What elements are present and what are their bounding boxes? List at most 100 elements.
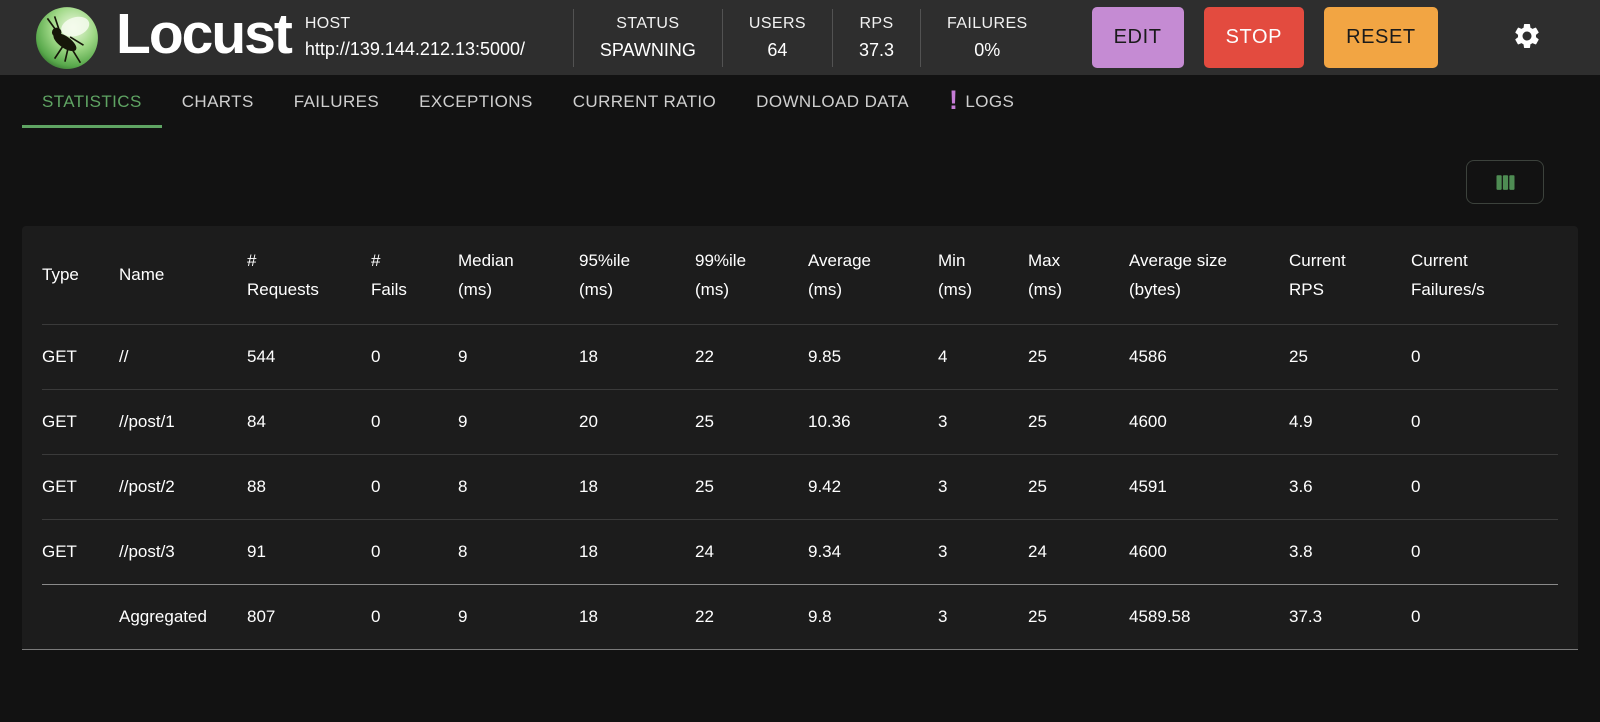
- aggregated-row: Aggregated 807 0 9 18 22 9.8 3 25 4589.58 37.3 0: [42, 583, 1558, 649]
- tab-bar: STATISTICS CHARTS FAILURES EXCEPTIONS CURREN…: [0, 78, 1600, 128]
- table-toolbar: [0, 160, 1600, 204]
- tab-label: FAILURES: [293, 91, 380, 111]
- table-cell: 37.3: [1289, 583, 1411, 649]
- locust-logo-icon: [34, 5, 100, 71]
- table-cell: 8: [458, 518, 579, 584]
- table-cell: 0: [1411, 453, 1558, 519]
- table-cell: 24: [695, 518, 808, 584]
- tab-current-ratio[interactable]: CURRENT RATIO: [553, 78, 736, 128]
- column-header[interactable]: Type: [42, 226, 119, 324]
- column-selector-button[interactable]: [1466, 160, 1544, 204]
- table-row: GET//544 0 9 18 22 9.85 4 25 4586 25 0: [42, 323, 1558, 389]
- rps-value: 37.3: [858, 39, 895, 60]
- settings-button[interactable]: [1510, 21, 1544, 55]
- column-header[interactable]: Current RPS: [1289, 226, 1411, 324]
- table-cell: 807: [247, 583, 371, 649]
- column-header-line1: Max: [1028, 250, 1061, 270]
- statistics-table: Type Name # Requests # Fails Median (ms) 95%ile (…: [42, 226, 1558, 649]
- table-cell: GET: [42, 453, 119, 519]
- column-header-line2: (ms): [1028, 279, 1062, 299]
- failures-value: 0%: [974, 39, 1001, 60]
- app-title: Locust: [116, 2, 293, 66]
- tab-statistics[interactable]: STATISTICS: [22, 78, 162, 128]
- column-header-line1: #: [371, 250, 381, 270]
- table-cell: 4589.58: [1129, 583, 1289, 649]
- logs-notification-icon: !: [949, 85, 959, 115]
- host-block: HOST http://139.144.212.13:5000/: [305, 15, 555, 60]
- column-header[interactable]: # Fails: [371, 226, 458, 324]
- table-cell: 9: [458, 583, 579, 649]
- table-cell: 25: [1028, 583, 1129, 649]
- tab-charts[interactable]: CHARTS: [162, 78, 274, 128]
- column-header-line2: (bytes): [1129, 279, 1181, 299]
- table-cell: //: [119, 323, 247, 389]
- table-cell: 18: [579, 323, 695, 389]
- column-header-line1: Average: [808, 250, 872, 270]
- column-header[interactable]: Max (ms): [1028, 226, 1129, 324]
- column-header[interactable]: Average size (bytes): [1129, 226, 1289, 324]
- column-header-line2: RPS: [1289, 279, 1324, 299]
- column-header-line2: Failures/s: [1411, 279, 1485, 299]
- table-cell: 20: [579, 388, 695, 454]
- column-header-line1: #: [247, 250, 257, 270]
- column-header-line2: (ms): [695, 279, 729, 299]
- column-header[interactable]: 95%ile (ms): [579, 226, 695, 324]
- tab-logs[interactable]: ! LOGS: [929, 78, 1034, 128]
- status-label: STATUS: [616, 14, 680, 32]
- rps-block: RPS 37.3: [833, 15, 920, 61]
- table-cell: 0: [371, 323, 458, 389]
- table-cell: GET: [42, 323, 119, 389]
- table-cell: 25: [1028, 323, 1129, 389]
- app-header: Locust HOST http://139.144.212.13:5000/ …: [0, 0, 1600, 75]
- column-header[interactable]: 99%ile (ms): [695, 226, 808, 324]
- edit-button[interactable]: EDIT: [1091, 7, 1184, 68]
- column-header-line2: Requests: [247, 279, 319, 299]
- host-url: http://139.144.212.13:5000/: [304, 39, 526, 59]
- table-cell: 25: [695, 453, 808, 519]
- tab-exceptions[interactable]: EXCEPTIONS: [399, 78, 553, 128]
- column-header-line1: Current: [1411, 250, 1468, 270]
- column-header[interactable]: Average (ms): [808, 226, 938, 324]
- table-cell: 4600: [1129, 518, 1289, 584]
- column-header-line1: Median: [458, 250, 514, 270]
- table-cell: //post/1: [119, 388, 247, 454]
- column-header[interactable]: Name: [119, 226, 247, 324]
- column-header[interactable]: # Requests: [247, 226, 371, 324]
- column-header-line2: (ms): [458, 279, 492, 299]
- tab-label: LOGS: [965, 91, 1015, 111]
- table-cell: 9: [458, 388, 579, 454]
- table-cell: 18: [579, 518, 695, 584]
- table-body: GET//544 0 9 18 22 9.85 4 25 4586 25 0 GET//post/1 8…: [42, 323, 1558, 649]
- table-cell: 88: [247, 453, 371, 519]
- table-cell: 84: [247, 388, 371, 454]
- failures-label: FAILURES: [947, 14, 1028, 32]
- users-label: USERS: [748, 14, 806, 32]
- column-header-line2: (ms): [938, 279, 972, 299]
- table-row: GET//post/2 88 0 8 18 25 9.42 3 25 4591 3.6 0: [42, 453, 1558, 519]
- table-cell: 0: [371, 583, 458, 649]
- table-header: Type Name # Requests # Fails Median (ms) 95%ile (…: [42, 226, 1558, 324]
- table-cell: 0: [371, 388, 458, 454]
- column-header-line1: Min: [938, 250, 966, 270]
- column-header-line2: (ms): [579, 279, 613, 299]
- tab-failures[interactable]: FAILURES: [274, 78, 399, 128]
- table-cell: 4586: [1129, 323, 1289, 389]
- table-cell: 0: [1411, 323, 1558, 389]
- table-cell: 4.9: [1289, 388, 1411, 454]
- column-header[interactable]: Min (ms): [938, 226, 1028, 324]
- tab-label: CHARTS: [181, 91, 254, 111]
- tab-download-data[interactable]: DOWNLOAD DATA: [736, 78, 929, 128]
- table-cell: GET: [42, 518, 119, 584]
- table-cell: //post/3: [119, 518, 247, 584]
- stop-button[interactable]: STOP: [1203, 7, 1305, 68]
- table-cell: 18: [579, 583, 695, 649]
- table-row: GET//post/1 84 0 9 20 25 10.36 3 25 4600 4.9 0: [42, 388, 1558, 454]
- table-cell: [42, 583, 119, 649]
- table-cell: 8: [458, 453, 579, 519]
- header-actions: EDIT STOP RESET: [1091, 7, 1438, 68]
- column-header[interactable]: Current Failures/s: [1411, 226, 1558, 324]
- reset-button[interactable]: RESET: [1324, 7, 1438, 68]
- column-header-line1: Average size: [1129, 250, 1227, 270]
- table-cell: 25: [1028, 453, 1129, 519]
- column-header[interactable]: Median (ms): [458, 226, 579, 324]
